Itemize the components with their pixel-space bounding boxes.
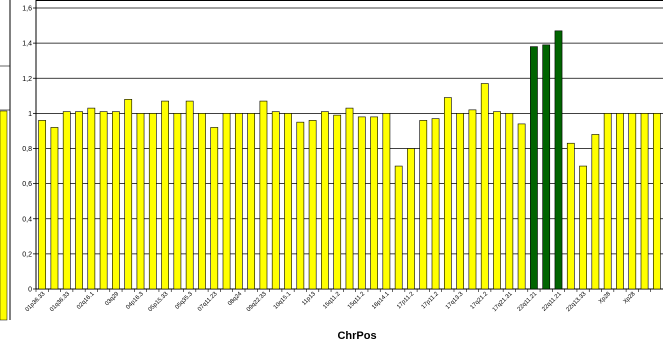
x-tick-label: 10q15.1 [273,291,293,311]
y-tick-label: 0,6 [22,181,32,188]
x-tick-label: Xp28 [623,291,638,306]
bar [530,46,538,290]
x-tick-label: 03q29 [104,291,121,308]
y-tick-label: 0 [28,287,32,294]
bar [124,99,133,290]
y-tick-label: 0,2 [22,251,32,258]
bar [308,120,317,290]
bar [284,113,292,290]
x-tick-label: 01p36.33 [25,291,47,313]
bar [87,107,96,290]
y-tick-label: 1,2 [22,76,32,83]
bar [394,165,403,290]
bar [222,113,231,290]
bar [247,113,256,290]
bar [112,111,120,290]
bar [505,113,514,290]
x-tick-label: 05p15.33 [148,291,170,313]
bar [161,100,169,290]
x-tick-label: 09q22.33 [246,291,268,313]
bar [357,116,366,290]
bar [75,111,83,290]
bar [456,113,465,290]
bar [148,113,157,290]
x-tick-label: 17q21.2 [470,291,490,311]
y-tick-label: 1 [28,111,32,118]
bar [259,100,268,290]
bar [321,111,329,290]
x-tick-label: 08q24 [227,291,244,308]
bar [50,127,59,290]
x-tick-label: 22q11.21 [541,291,563,313]
bar [603,113,612,290]
bar [407,148,415,290]
bar [468,109,477,290]
bar [370,116,378,290]
x-tick-label: 11p13 [301,291,317,307]
bar [579,165,587,290]
x-axis-title: ChrPos [337,330,376,342]
bar [480,83,489,290]
x-tick-label: Xp28 [598,291,613,306]
bar [333,114,342,290]
y-tick-label: 1,6 [22,6,32,13]
x-tick-label: 17p11.2 [421,291,441,311]
x-tick-label: 05q35.3 [175,291,195,311]
bar [99,111,108,290]
bar [616,113,624,290]
y-tick-label: 0,8 [22,146,32,153]
y-tick-label: 0,4 [22,216,32,223]
bars [38,30,661,290]
y-axis-ticks: 0 0,2 0,4 0,6 0,8 1 1,2 1,4 1,6 [22,6,36,294]
bar [234,113,243,290]
bar [554,30,563,290]
bar [419,120,428,290]
x-tick-label: 22q11.21 [517,291,539,313]
bar [198,113,206,290]
bar [517,123,526,290]
x-tick-label: 15q11.2 [322,291,342,311]
bar [382,113,391,290]
bar [38,120,47,290]
bar [345,107,354,290]
x-tick-label: 17p11.2 [396,291,416,311]
x-tick-label: 02q16.1 [76,291,96,311]
bar [173,113,182,290]
bar [296,121,305,290]
bar [640,113,649,290]
bar [493,111,501,290]
bar [185,100,194,290]
x-tick-label: 16p14.1 [371,291,391,311]
x-tick-label: 22q13.33 [566,291,588,313]
bar [566,142,575,290]
partial-chart-left-edge [0,0,11,321]
bar [542,44,551,290]
bar [136,113,145,290]
bar [210,127,219,290]
bar [271,111,280,290]
y-tick-label: 1,4 [22,41,32,48]
bar [652,113,661,290]
bar [443,97,452,290]
bar [591,134,600,290]
x-axis-ticks: 01p36.33 01q36.33 02q16.1 03q29 04p16.3 05p15… [25,289,652,313]
x-tick-label: 04p16.3 [125,291,145,311]
x-tick-label: 01q36.33 [49,291,71,313]
bar [62,111,71,290]
x-tick-label: 07q11.23 [197,291,219,313]
x-tick-label: 17q21.31 [492,291,514,313]
x-tick-label: 15q11.2 [347,291,367,311]
bar [628,113,637,290]
bar [431,118,440,290]
x-tick-label: 17q13.3 [445,291,465,311]
